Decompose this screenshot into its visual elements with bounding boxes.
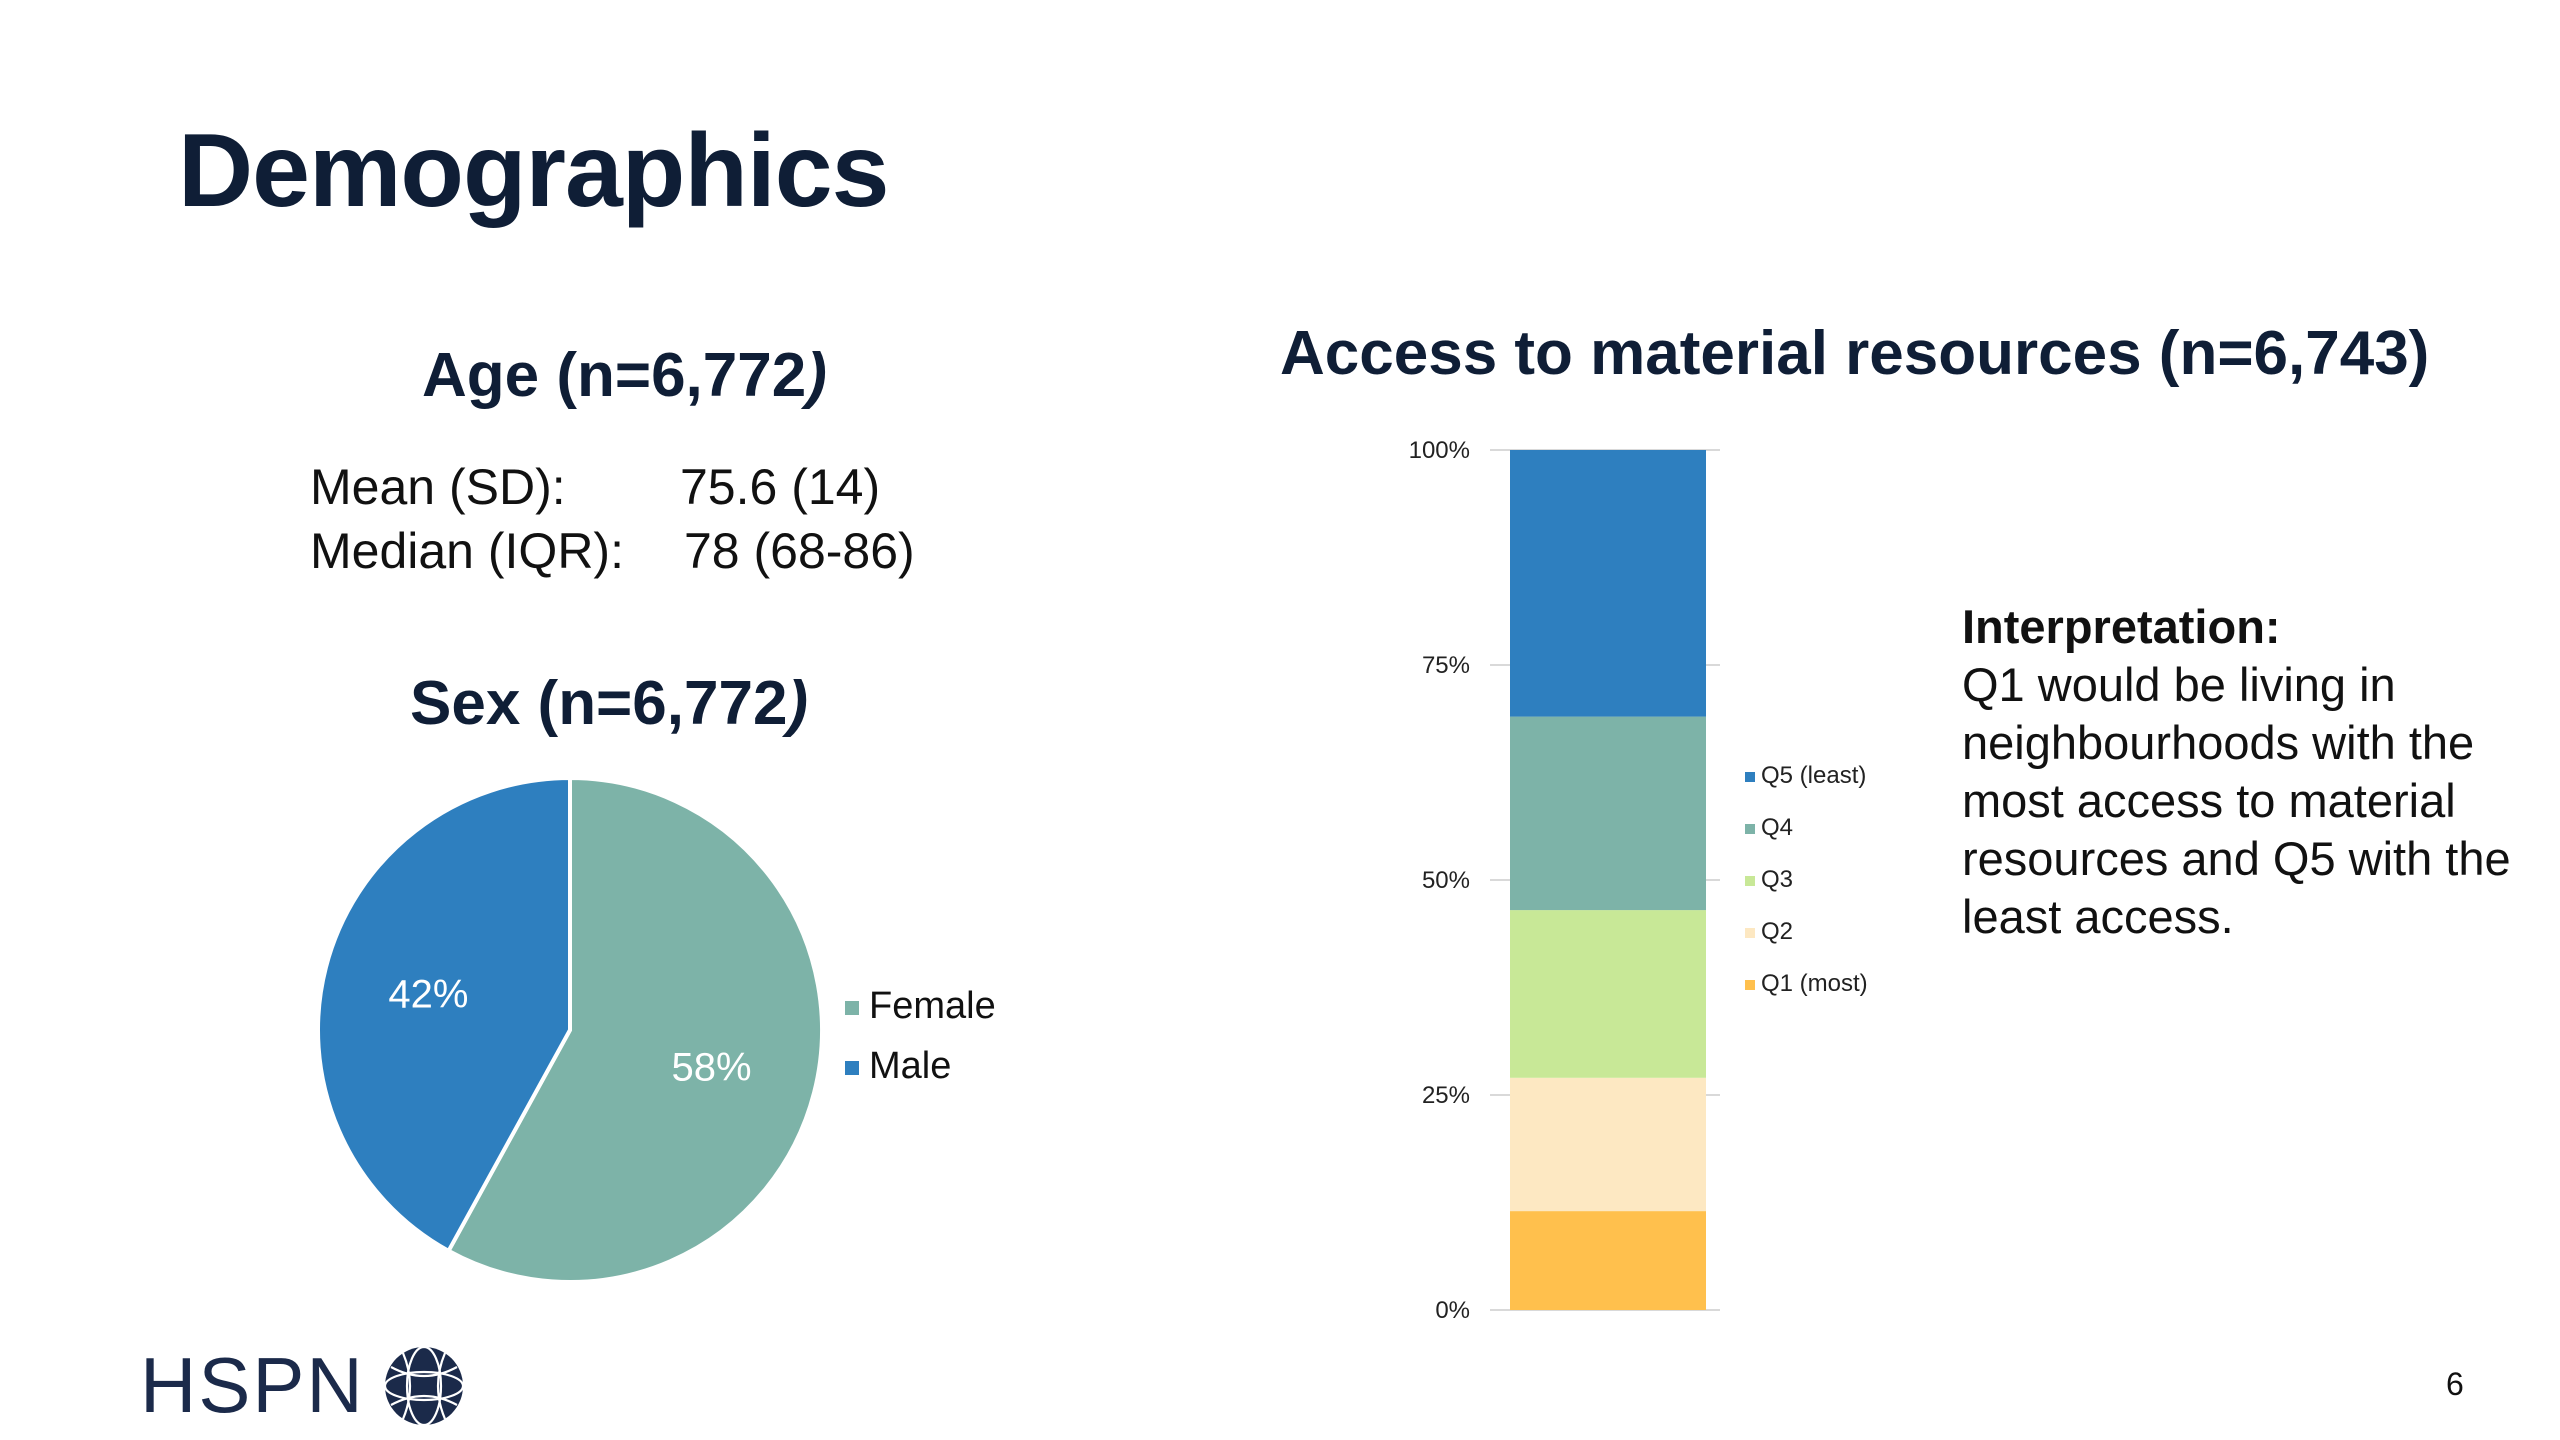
age-title-text: Age (n=6,772 bbox=[422, 341, 807, 410]
legend-item-male: Male bbox=[845, 1045, 996, 1105]
interpretation-heading: Interpretation: bbox=[1962, 600, 2281, 653]
globe-icon bbox=[383, 1345, 464, 1426]
legend-label-q1: Q1 (most) bbox=[1761, 970, 1868, 997]
sex-title-paren: ) bbox=[787, 669, 809, 738]
logo-text: HSPN bbox=[140, 1341, 365, 1429]
y-tick-label: 25% bbox=[1422, 1082, 1470, 1109]
sex-pie-chart: 58% 42% bbox=[316, 775, 824, 1284]
legend-item-q4: Q4 bbox=[1745, 814, 1868, 866]
legend-swatch-q5 bbox=[1745, 771, 1755, 782]
legend-swatch-q4 bbox=[1745, 823, 1755, 834]
sex-title-text: Sex (n=6,772 bbox=[410, 669, 788, 738]
hspn-logo: HSPN bbox=[140, 1340, 465, 1431]
legend-swatch-female bbox=[845, 1000, 859, 1015]
sex-title: Sex (n=6,772) bbox=[410, 668, 808, 739]
legend-item-q2: Q2 bbox=[1745, 918, 1868, 970]
legend-swatch-q3 bbox=[1745, 875, 1755, 886]
resources-title: Access to material resources (n=6,743) bbox=[1280, 319, 2430, 388]
mean-value: 75.6 (14) bbox=[680, 459, 881, 515]
y-tick-label: 75% bbox=[1422, 652, 1470, 679]
y-tick-label: 50% bbox=[1422, 867, 1470, 894]
resources-stacked-bar-chart: 0% 25% 50% 75% 100% bbox=[1409, 437, 1720, 1324]
legend-item-q3: Q3 bbox=[1745, 866, 1868, 918]
legend-label-q2: Q2 bbox=[1761, 918, 1794, 945]
legend-swatch-q2 bbox=[1745, 927, 1755, 938]
legend-label-q4: Q4 bbox=[1761, 814, 1794, 841]
legend-label-q5: Q5 (least) bbox=[1761, 762, 1867, 789]
legend-label-q3: Q3 bbox=[1761, 866, 1794, 893]
legend-swatch-male bbox=[845, 1060, 859, 1075]
age-title-paren: ) bbox=[806, 341, 827, 410]
legend-item-female: Female bbox=[845, 985, 996, 1045]
resources-legend: Q5 (least) Q4 Q3 Q2 Q1 (most) bbox=[1745, 762, 1868, 1022]
mean-label: Mean (SD): bbox=[310, 459, 566, 515]
bar-segment-q4 bbox=[1510, 716, 1706, 911]
y-tick-label: 100% bbox=[1409, 437, 1470, 464]
page-number: 6 bbox=[2446, 1366, 2464, 1402]
sex-legend: Female Male bbox=[845, 985, 996, 1105]
interpretation-text: Interpretation: Q1 would be living in ne… bbox=[1962, 598, 2522, 946]
legend-label-male: Male bbox=[869, 1045, 952, 1087]
bar-segment-q1 bbox=[1510, 1211, 1706, 1310]
pie-label-female: 58% bbox=[672, 1045, 752, 1089]
y-tick-label: 0% bbox=[1435, 1297, 1470, 1324]
median-label: Median (IQR): bbox=[310, 523, 624, 579]
interpretation-body: Q1 would be living in neighbourhoods wit… bbox=[1962, 658, 2511, 943]
legend-label-female: Female bbox=[869, 985, 996, 1027]
legend-item-q1: Q1 (most) bbox=[1745, 970, 1868, 1022]
slide-title: Demographics bbox=[178, 113, 889, 229]
bar-segment-q3 bbox=[1510, 910, 1706, 1078]
legend-item-q5: Q5 (least) bbox=[1745, 762, 1868, 814]
median-value: 78 (68-86) bbox=[684, 523, 915, 579]
pie-slice-female bbox=[445, 775, 824, 1284]
bar-segment-q2 bbox=[1510, 1077, 1706, 1212]
legend-swatch-q1 bbox=[1745, 979, 1755, 990]
age-title: Age (n=6,772) bbox=[422, 340, 827, 411]
bar-segment-q5 bbox=[1510, 450, 1706, 717]
pie-slice-male bbox=[316, 775, 572, 1254]
pie-label-male: 42% bbox=[388, 973, 468, 1017]
